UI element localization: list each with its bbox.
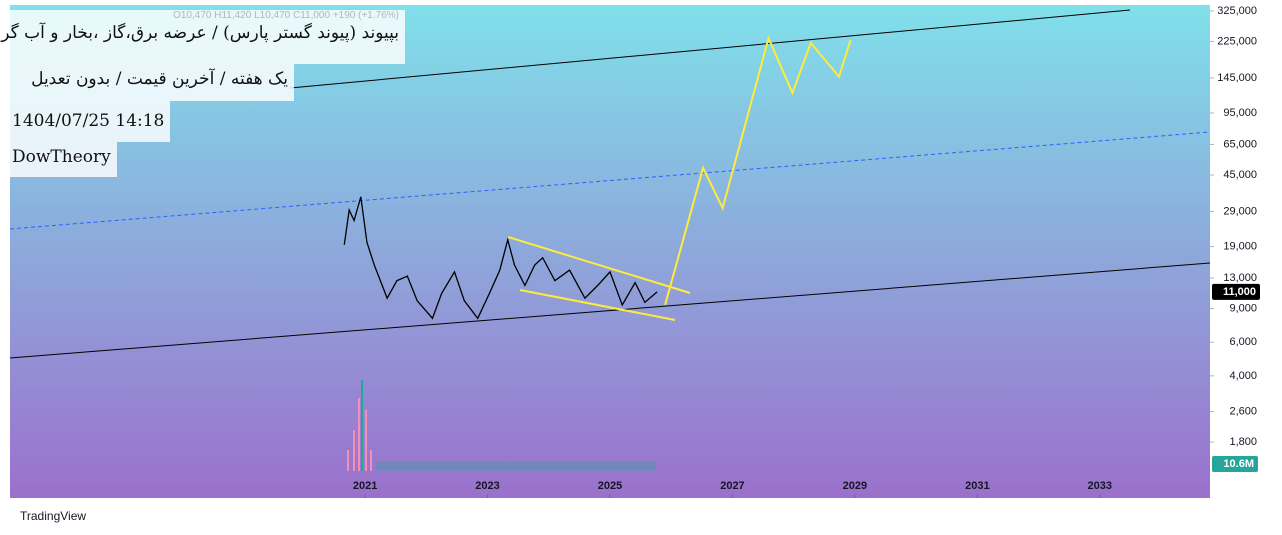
volume-bar [353, 430, 355, 471]
volume-badge [1212, 456, 1258, 472]
y-tick-label: 13,000 [1223, 272, 1257, 284]
y-tick-label: 1,800 [1229, 436, 1257, 448]
y-tick-label: 2,600 [1229, 406, 1257, 418]
upper-channel [289, 9, 1131, 89]
x-tick-label: 2027 [720, 480, 744, 492]
price-line [664, 35, 852, 306]
volume [347, 380, 656, 471]
volume-bar [358, 398, 360, 471]
y-tick-label: 95,000 [1223, 107, 1257, 119]
volume-bar [361, 380, 363, 471]
y-tick-label: 4,000 [1229, 370, 1257, 382]
last-price-badge [1212, 283, 1260, 300]
y-tick-label: 65,000 [1223, 138, 1257, 150]
y-tick-label: 145,000 [1217, 72, 1257, 84]
x-tick-label: 2023 [475, 480, 499, 492]
volume-label: 10.6M [1223, 458, 1254, 470]
title-box: O10,470 H11,420 L10,470 C11,000 +190 (+1… [0, 10, 405, 64]
y-tick-label: 29,000 [1223, 205, 1257, 217]
y-tick-label: 6,000 [1229, 336, 1257, 348]
x-tick-label: 2031 [965, 480, 989, 492]
y-tick-label: 19,000 [1223, 240, 1257, 252]
lower-channel [9, 262, 1211, 359]
brand: TradingView [20, 509, 86, 523]
author: DowTheory [10, 142, 117, 177]
volume-bar [347, 450, 349, 471]
mid-channel [9, 131, 1211, 230]
last-price-label: 11,000 [1223, 286, 1256, 298]
volume-bar [365, 410, 367, 471]
x-tick-label: 2029 [843, 480, 867, 492]
x-tick-label: 2025 [598, 480, 622, 492]
timestamp: 1404/07/25 14:18 [10, 101, 171, 142]
wedge-top [507, 236, 691, 294]
ohlc: O10,470 H11,420 L10,470 C11,000 +190 (+1… [173, 10, 399, 21]
y-tick-label: 45,000 [1223, 169, 1257, 181]
y-tick-label: 325,000 [1217, 5, 1257, 17]
title: بپیوند (پیوند گستر پارس) / عرضه برق،گاز … [0, 23, 399, 43]
volume-bar [370, 450, 372, 471]
x-tick-label: 2021 [353, 480, 377, 492]
settings: یک هفته / آخرین قیمت / بدون تعدیل [10, 64, 294, 101]
volume-band [376, 462, 656, 471]
price-line [343, 196, 658, 320]
wedge-bottom [519, 289, 676, 321]
y-tick-label: 225,000 [1217, 35, 1257, 47]
x-tick-label: 2033 [1088, 480, 1112, 492]
y-tick-label: 9,000 [1229, 302, 1257, 314]
